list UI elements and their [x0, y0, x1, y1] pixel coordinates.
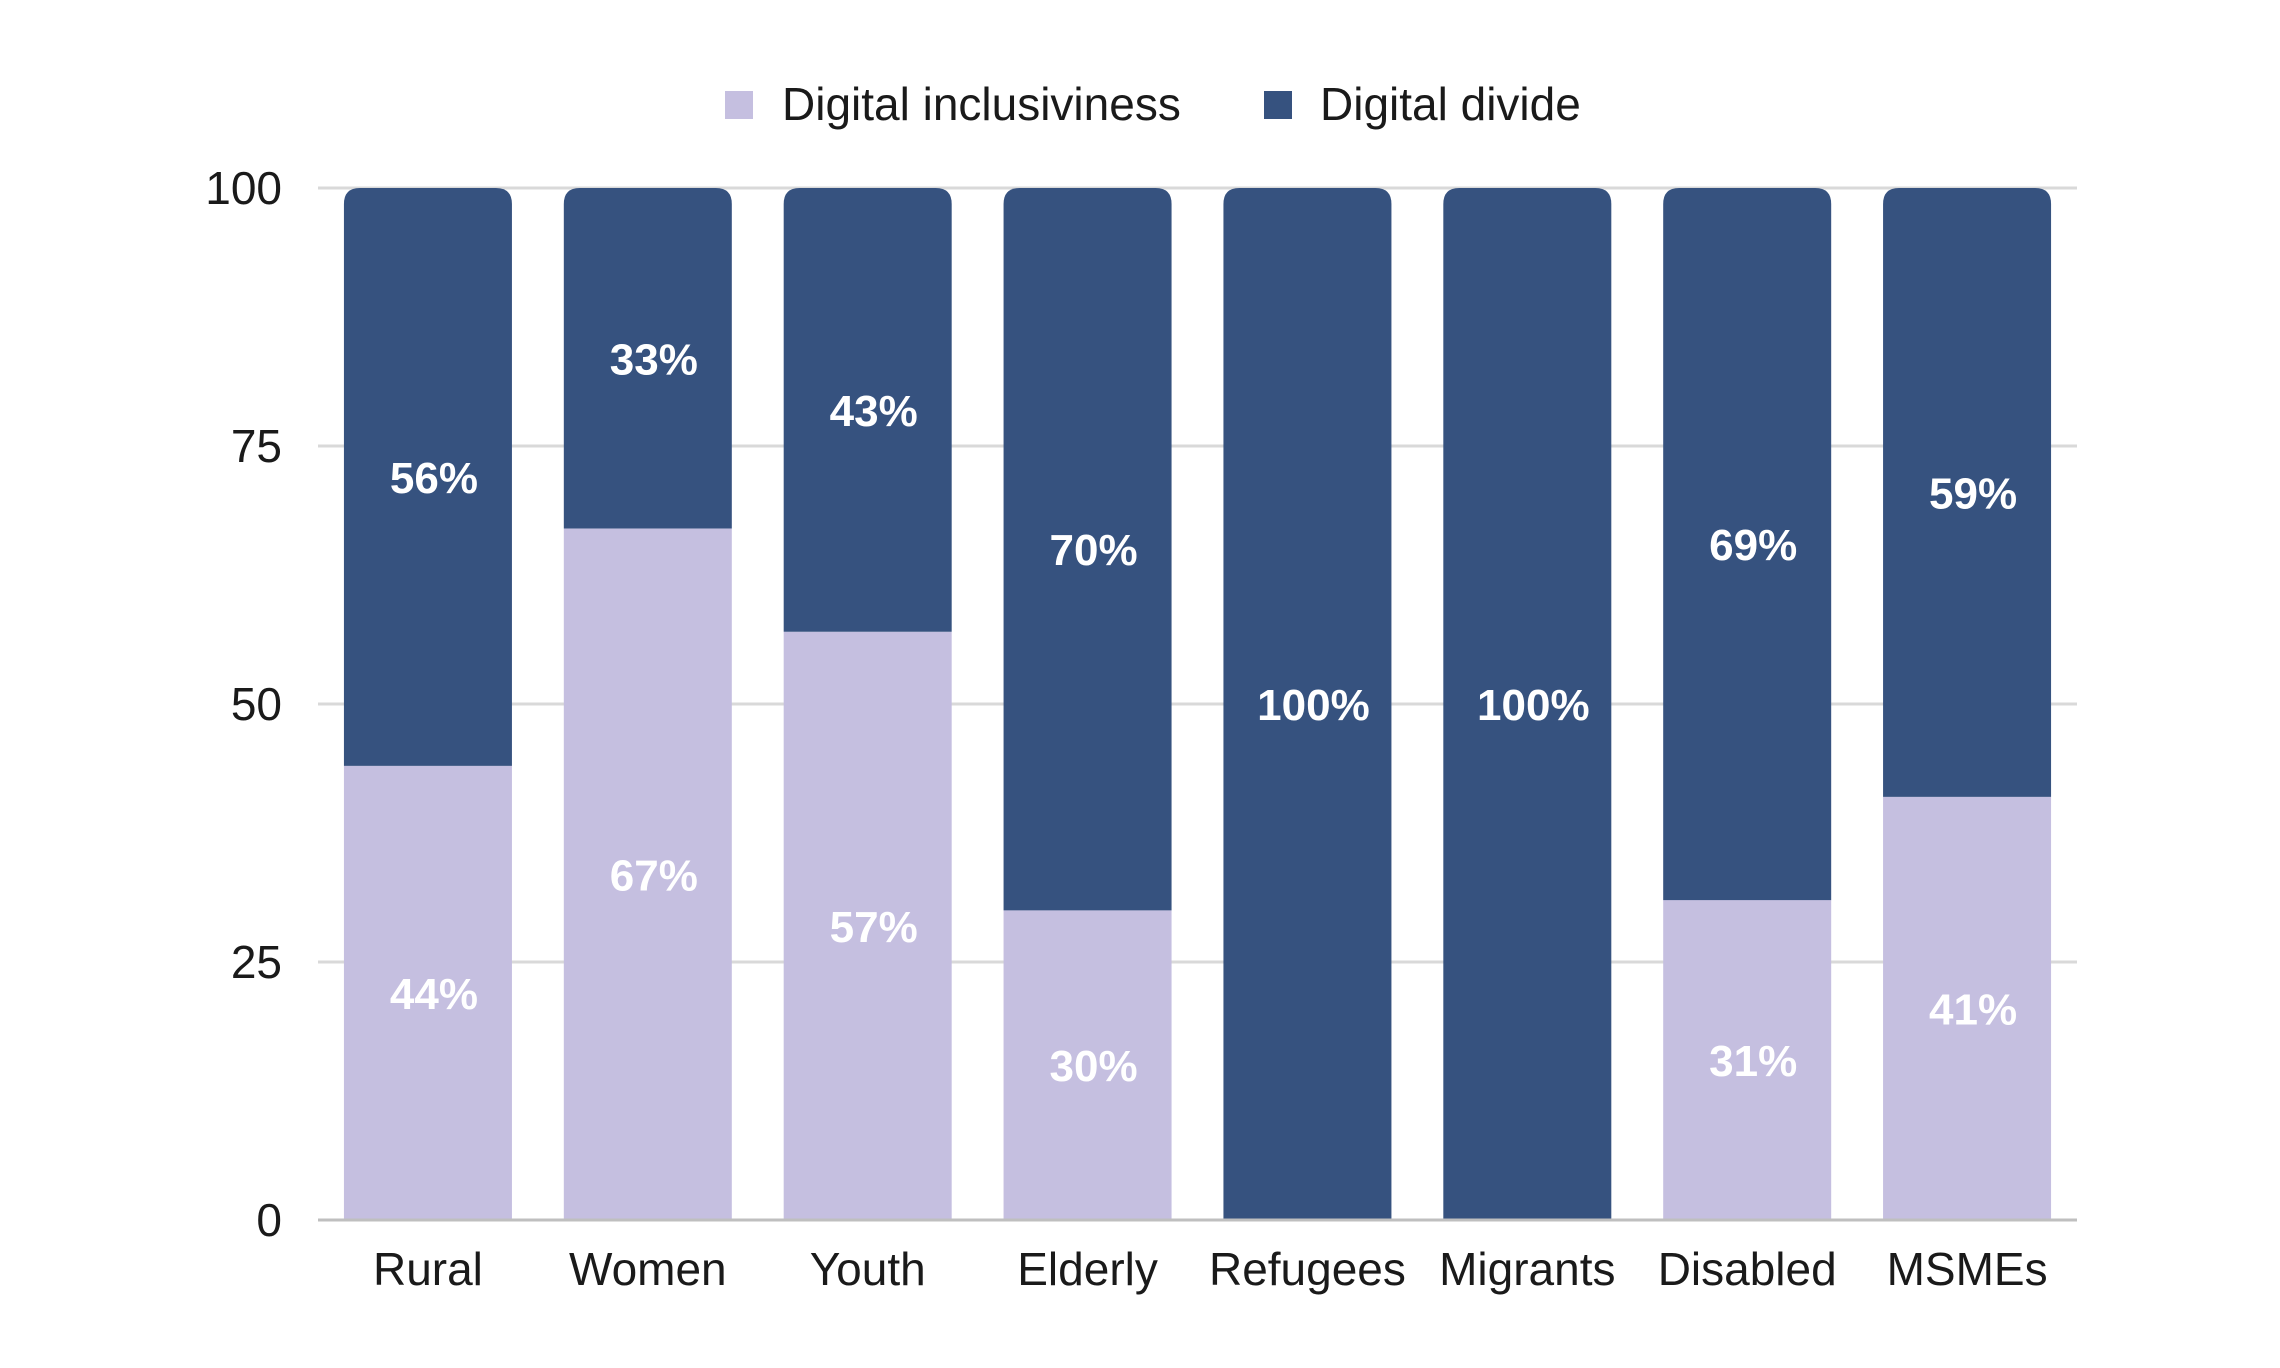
x-tick-label: Migrants [1439, 1243, 1615, 1295]
bar-refugees-divide [1223, 188, 1392, 1220]
data-label: 100% [1257, 681, 1370, 730]
data-label: 43% [830, 387, 918, 436]
x-tick-label: MSMEs [1887, 1243, 2048, 1295]
bar-rural-divide [343, 188, 512, 766]
bar-women-inclusiveness [563, 528, 732, 1220]
legend-label: Digital divide [1320, 78, 1581, 130]
legend-swatch [725, 91, 753, 119]
y-tick-label: 100 [205, 162, 282, 214]
y-tick-label: 0 [256, 1194, 282, 1246]
legend-label: Digital inclusiviness [782, 78, 1181, 130]
data-label: 31% [1709, 1037, 1797, 1086]
data-label: 57% [830, 903, 918, 952]
x-tick-label: Women [569, 1243, 727, 1295]
data-label: 30% [1050, 1042, 1138, 1091]
bar-women-divide [563, 188, 732, 529]
y-tick-label: 25 [231, 936, 282, 988]
legend: Digital inclusiviness Digital divide [725, 78, 1581, 130]
data-label: 100% [1477, 681, 1590, 730]
legend-swatch [1264, 91, 1292, 119]
bar-youth-inclusiveness [783, 631, 952, 1220]
data-label: 59% [1929, 469, 2017, 518]
x-tick-label: Disabled [1658, 1243, 1837, 1295]
x-tick-label: Rural [373, 1243, 483, 1295]
bar-disabled-divide [1663, 188, 1832, 901]
bar-youth-divide [783, 188, 952, 632]
data-label: 70% [1050, 526, 1138, 575]
y-tick-label: 75 [231, 420, 282, 472]
data-label: 33% [610, 335, 698, 384]
x-tick-label: Youth [810, 1243, 926, 1295]
bar-msmes-inclusiveness [1883, 796, 2052, 1220]
y-tick-label: 50 [231, 678, 282, 730]
bars [343, 188, 2052, 1220]
y-axis: 0 25 50 75 100 [205, 162, 282, 1246]
x-tick-label: Elderly [1017, 1243, 1158, 1295]
bar-disabled-inclusiveness [1663, 900, 1832, 1220]
data-label: 69% [1709, 521, 1797, 570]
bar-rural-inclusiveness [343, 765, 512, 1220]
x-tick-label: Refugees [1209, 1243, 1406, 1295]
data-labels: 44% 56% 67% 33% 57% 43% 30% 70% 100% 100% 31% 69% 41… [390, 335, 2017, 1091]
data-label: 44% [390, 970, 478, 1019]
x-axis: Rural Women Youth Elderly Refugees Migrants Di… [318, 1218, 2077, 1295]
bar-msmes-divide [1883, 188, 2052, 797]
bar-elderly-inclusiveness [1003, 910, 1172, 1220]
bar-elderly-divide [1003, 188, 1172, 911]
bar-migrants-divide [1443, 188, 1612, 1220]
data-label: 41% [1929, 985, 2017, 1034]
data-label: 67% [610, 851, 698, 900]
data-label: 56% [390, 454, 478, 503]
